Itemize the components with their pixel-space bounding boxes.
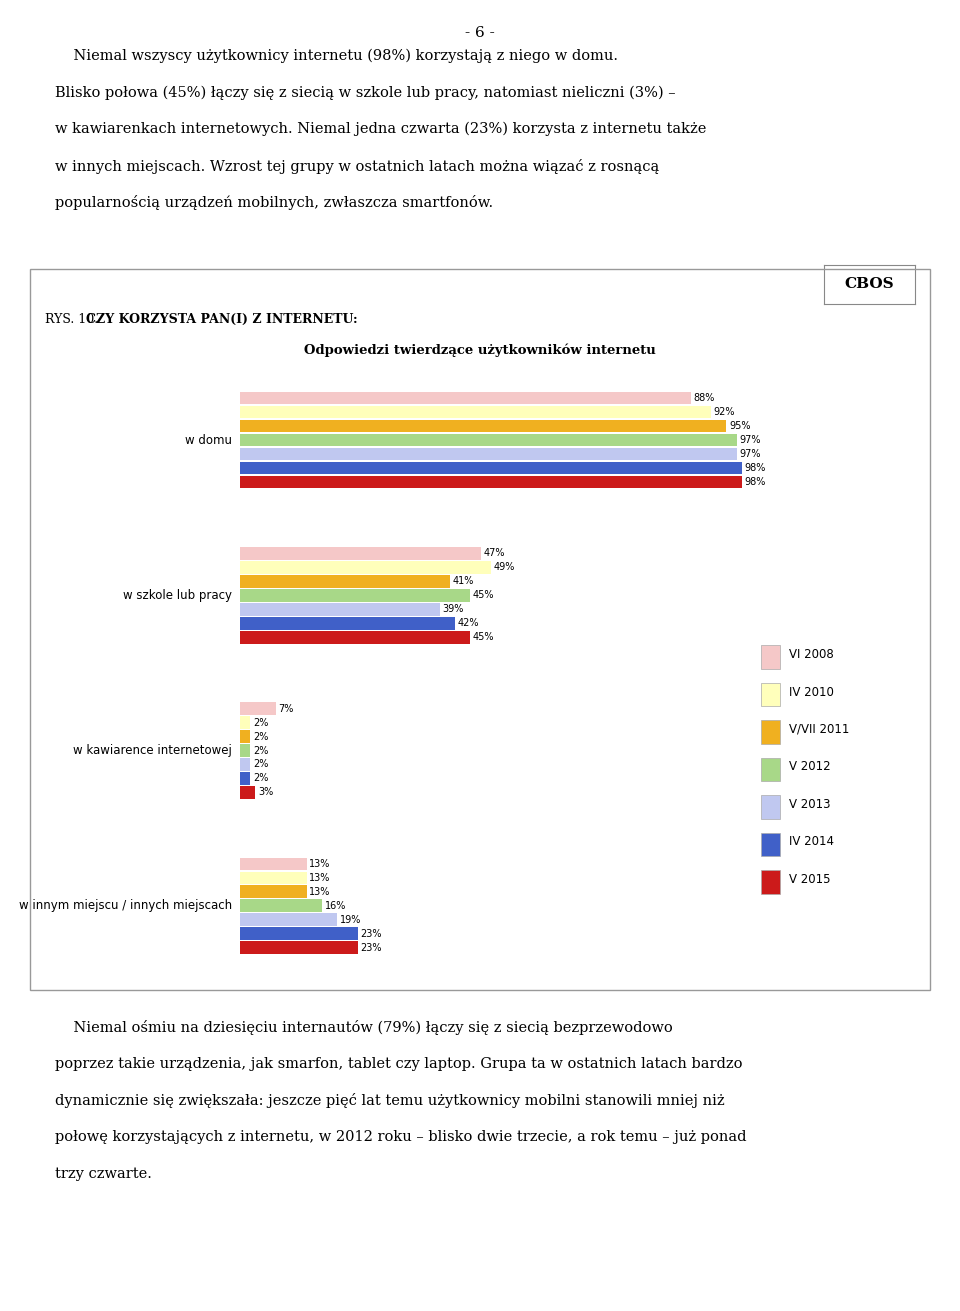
- FancyBboxPatch shape: [761, 832, 780, 856]
- Bar: [240, 716, 251, 729]
- Bar: [240, 772, 251, 785]
- Text: 13%: 13%: [309, 886, 330, 897]
- Text: w domu: w domu: [185, 434, 232, 447]
- Text: 13%: 13%: [309, 859, 330, 869]
- Text: VI 2008: VI 2008: [789, 648, 834, 661]
- FancyBboxPatch shape: [761, 796, 780, 819]
- Text: 98%: 98%: [744, 463, 766, 473]
- Text: 88%: 88%: [693, 393, 714, 404]
- Text: 97%: 97%: [739, 435, 760, 446]
- Text: - 6 -: - 6 -: [466, 26, 494, 41]
- FancyBboxPatch shape: [761, 758, 780, 781]
- Text: w innych miejscach. Wzrost tej grupy w ostatnich latach można wiązać z rosnącą: w innych miejscach. Wzrost tej grupy w o…: [55, 159, 659, 173]
- Text: 2%: 2%: [252, 732, 268, 742]
- Text: V 2013: V 2013: [789, 798, 830, 812]
- Bar: [240, 476, 742, 489]
- Text: połowę korzystających z internetu, w 2012 roku – blisko dwie trzecie, a rok temu: połowę korzystających z internetu, w 201…: [55, 1130, 746, 1145]
- Text: RYS. 10.: RYS. 10.: [45, 313, 107, 326]
- FancyBboxPatch shape: [761, 683, 780, 707]
- Text: 41%: 41%: [452, 577, 474, 586]
- Bar: [240, 392, 690, 405]
- Bar: [240, 448, 736, 460]
- Bar: [240, 631, 470, 644]
- FancyBboxPatch shape: [761, 645, 780, 669]
- Bar: [240, 941, 358, 953]
- Bar: [240, 787, 255, 798]
- Text: 92%: 92%: [713, 408, 735, 417]
- Bar: [240, 872, 306, 884]
- Bar: [240, 420, 727, 433]
- Text: CZY KORZYSTA PAN(I) Z INTERNETU:: CZY KORZYSTA PAN(I) Z INTERNETU:: [86, 313, 358, 326]
- Bar: [240, 885, 306, 898]
- Text: 7%: 7%: [278, 704, 294, 713]
- Text: 39%: 39%: [443, 604, 464, 615]
- Bar: [240, 589, 470, 602]
- Text: Blisko połowa (45%) łączy się z siecią w szkole lub pracy, natomiast nieliczni (: Blisko połowa (45%) łączy się z siecią w…: [55, 85, 675, 100]
- Text: Niemal ośmiu na dziesięciu internautów (79%) łączy się z siecią bezprzewodowo: Niemal ośmiu na dziesięciu internautów (…: [55, 1020, 672, 1034]
- Text: 2%: 2%: [252, 773, 268, 784]
- Text: w szkole lub pracy: w szkole lub pracy: [123, 589, 232, 602]
- Text: popularnością urządzeń mobilnych, zwłaszcza smartfonów.: popularnością urządzeń mobilnych, zwłasz…: [55, 195, 492, 210]
- Bar: [240, 603, 440, 616]
- Text: 23%: 23%: [360, 928, 382, 939]
- Bar: [240, 434, 736, 447]
- Text: 98%: 98%: [744, 477, 766, 488]
- Bar: [240, 561, 491, 574]
- Bar: [240, 576, 450, 587]
- Text: w innym miejscu / innych miejscach: w innym miejscu / innych miejscach: [19, 899, 232, 912]
- Text: Odpowiedzi twierdzące użytkowników internetu: Odpowiedzi twierdzące użytkowników inter…: [304, 343, 656, 357]
- Text: poprzez takie urządzenia, jak smarfon, tablet czy laptop. Grupa ta w ostatnich l: poprzez takie urządzenia, jak smarfon, t…: [55, 1057, 742, 1071]
- Text: CBOS: CBOS: [845, 278, 894, 291]
- Text: V 2012: V 2012: [789, 760, 830, 773]
- Bar: [240, 758, 251, 771]
- Text: 2%: 2%: [252, 717, 268, 728]
- Bar: [240, 745, 251, 756]
- Text: 16%: 16%: [324, 901, 346, 911]
- Text: IV 2014: IV 2014: [789, 835, 834, 848]
- Text: V/VII 2011: V/VII 2011: [789, 722, 850, 735]
- Bar: [240, 547, 481, 560]
- Text: 45%: 45%: [473, 590, 494, 600]
- Bar: [240, 899, 322, 911]
- Text: w kawiarenkach internetowych. Niemal jedna czwarta (23%) korzysta z internetu ta: w kawiarenkach internetowych. Niemal jed…: [55, 122, 707, 136]
- Text: V 2015: V 2015: [789, 873, 830, 886]
- Text: 3%: 3%: [258, 788, 274, 797]
- Text: 45%: 45%: [473, 632, 494, 642]
- Text: 49%: 49%: [493, 562, 515, 573]
- Text: IV 2010: IV 2010: [789, 686, 834, 699]
- Text: 19%: 19%: [340, 915, 361, 924]
- Bar: [240, 406, 711, 418]
- Bar: [240, 461, 742, 475]
- Text: dynamicznie się zwiększała: jeszcze pięć lat temu użytkownicy mobilni stanowili : dynamicznie się zwiększała: jeszcze pięć…: [55, 1093, 725, 1108]
- Bar: [240, 914, 337, 926]
- Text: 42%: 42%: [458, 619, 479, 628]
- Text: trzy czwarte.: trzy czwarte.: [55, 1167, 152, 1181]
- FancyBboxPatch shape: [761, 720, 780, 743]
- Bar: [240, 703, 276, 714]
- Text: 97%: 97%: [739, 450, 760, 459]
- Bar: [240, 857, 306, 869]
- Text: w kawiarence internetowej: w kawiarence internetowej: [74, 745, 232, 756]
- Text: 13%: 13%: [309, 873, 330, 882]
- Text: 23%: 23%: [360, 943, 382, 953]
- Text: 47%: 47%: [483, 548, 505, 558]
- FancyBboxPatch shape: [761, 871, 780, 894]
- Text: 2%: 2%: [252, 746, 268, 755]
- Text: Niemal wszyscy użytkownicy internetu (98%) korzystają z niego w domu.: Niemal wszyscy użytkownicy internetu (98…: [55, 49, 617, 63]
- Text: 2%: 2%: [252, 759, 268, 770]
- Bar: [240, 617, 455, 629]
- Text: 95%: 95%: [729, 421, 751, 431]
- Bar: [240, 927, 358, 940]
- Bar: [240, 730, 251, 742]
